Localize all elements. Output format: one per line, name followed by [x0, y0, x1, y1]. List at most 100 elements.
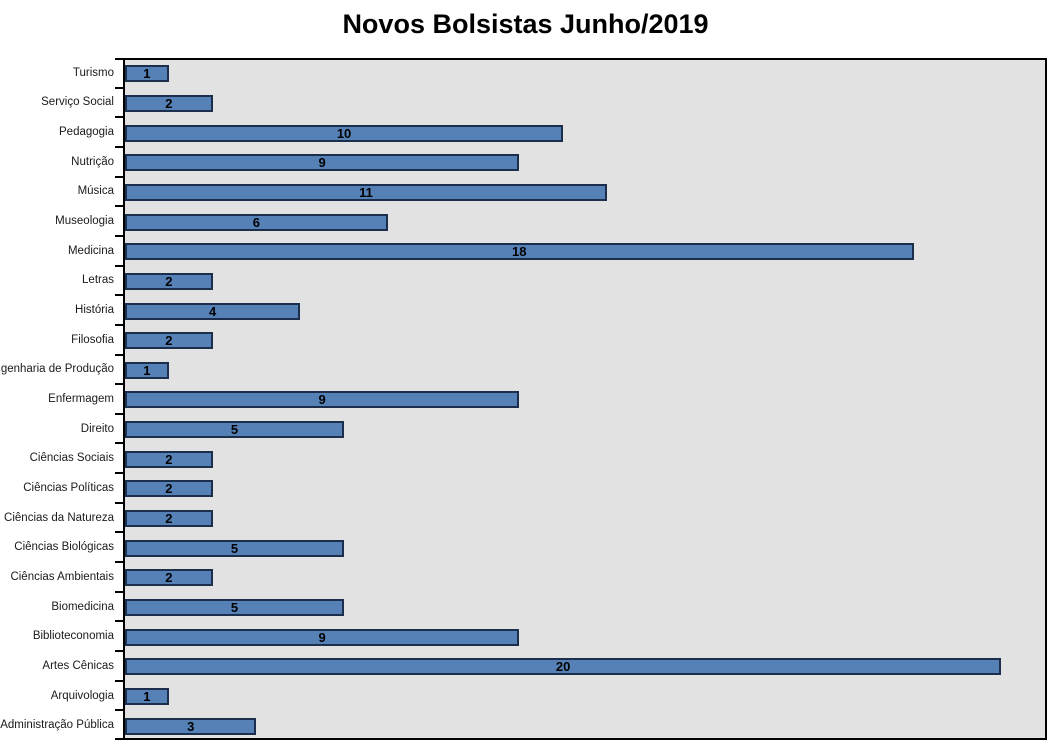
bar: 11 — [125, 183, 607, 201]
category-label: Enfermagem — [48, 392, 114, 405]
category-label: Artes Cênicas — [42, 659, 114, 672]
category-label: Direito — [80, 422, 114, 435]
axis-tick — [115, 116, 123, 119]
axis-tick — [115, 353, 123, 356]
bar-value-label: 9 — [318, 392, 326, 408]
category-label: Pedagogia — [59, 126, 114, 139]
bar: 2 — [125, 480, 213, 498]
bar-row: 2 — [125, 564, 1045, 594]
axis-tick — [115, 620, 123, 623]
bar-row: 2 — [125, 90, 1045, 120]
axis-tick — [115, 323, 123, 326]
bar-row: 10 — [125, 119, 1045, 149]
bar: 6 — [125, 213, 388, 231]
bar-row: 11 — [125, 179, 1045, 209]
bar: 9 — [125, 628, 520, 646]
bar: 20 — [125, 658, 1002, 676]
bar-row: 2 — [125, 505, 1045, 535]
bar-row: 4 — [125, 297, 1045, 327]
bar: 5 — [125, 539, 345, 557]
axis-tick — [115, 738, 123, 740]
bar-value-label: 18 — [512, 244, 527, 260]
bar-value-label: 20 — [555, 659, 571, 675]
bar: 1 — [125, 65, 169, 83]
bar-value-label: 1 — [143, 362, 151, 378]
category-label: Biblioteconomia — [32, 630, 114, 643]
chart-title: Novos Bolsistas Junho/2019 — [342, 9, 709, 39]
bar-row: 9 — [125, 149, 1045, 179]
bar: 3 — [125, 717, 257, 735]
axis-tick — [115, 383, 123, 386]
bar: 5 — [125, 599, 345, 617]
bar-row: 1 — [125, 683, 1045, 713]
bar: 1 — [125, 361, 169, 379]
bar-row: 5 — [125, 416, 1045, 446]
axis-tick — [115, 561, 123, 564]
bar: 9 — [125, 391, 520, 409]
category-label: Serviço Social — [41, 96, 114, 109]
bar: 9 — [125, 154, 520, 172]
bar-row: 5 — [125, 594, 1045, 624]
bar: 2 — [125, 332, 213, 350]
axis-tick — [115, 175, 123, 178]
bar: 2 — [125, 272, 213, 290]
bar: 5 — [125, 421, 345, 439]
bar-value-label: 2 — [165, 481, 173, 497]
bar-row: 2 — [125, 475, 1045, 505]
axis-tick — [115, 650, 123, 653]
bar-value-label: 9 — [318, 155, 326, 171]
bar-value-label: 6 — [252, 214, 261, 230]
category-label: Engenharia de Produção — [0, 363, 114, 376]
bar-value-label: 1 — [143, 689, 151, 704]
plot-area: 1 2 10 9 11 6 18 2 4 2 1 9 5 2 2 2 5 2 5 9 20 1 3 — [123, 58, 1047, 740]
bar-row: 9 — [125, 623, 1045, 653]
category-label: Biomedicina — [51, 600, 114, 613]
bar-row: 3 — [125, 712, 1045, 742]
bar-row: 1 — [125, 60, 1045, 90]
axis-tick — [115, 679, 123, 682]
category-axis-labels: Turismo Serviço Social Pedagogia Nutrição Mú… — [0, 58, 114, 740]
axis-tick — [115, 234, 123, 237]
bar-value-label: 2 — [165, 570, 173, 586]
category-label: Arquivologia — [50, 689, 114, 702]
bar: 2 — [125, 510, 213, 528]
axis-tick — [115, 205, 123, 208]
bar: 18 — [125, 243, 914, 261]
bar-row: 1 — [125, 357, 1045, 387]
bar-row: 6 — [125, 208, 1045, 238]
axis-tick — [115, 264, 123, 267]
bar: 2 — [125, 450, 213, 468]
bar-value-label: 2 — [165, 511, 173, 527]
bar: 2 — [125, 94, 213, 112]
category-axis-ticks — [115, 58, 123, 740]
category-label: Ciências da Natureza — [4, 511, 114, 524]
category-label: Filosofia — [71, 333, 114, 346]
bar-row: 9 — [125, 386, 1045, 416]
bar-value-label: 4 — [209, 303, 217, 319]
bar-value-label: 10 — [336, 125, 352, 141]
category-label: Administração Pública — [0, 719, 114, 732]
category-label: Ciências Ambientais — [10, 570, 114, 583]
bar: 4 — [125, 302, 301, 320]
bar-value-label: 2 — [165, 273, 173, 289]
bar-value-label: 3 — [187, 718, 195, 734]
category-label: Música — [77, 185, 114, 198]
bar: 10 — [125, 124, 564, 142]
category-label: Ciências Sociais — [29, 452, 114, 465]
category-label: História — [75, 304, 114, 317]
axis-tick — [115, 412, 123, 415]
category-label: Letras — [82, 274, 114, 287]
bar-value-label: 2 — [165, 333, 173, 349]
axis-tick — [115, 590, 123, 593]
axis-tick — [115, 531, 123, 534]
bar: 2 — [125, 569, 213, 587]
bar-value-label: 5 — [230, 600, 239, 616]
bar-row: 5 — [125, 534, 1045, 564]
bar-value-label: 2 — [165, 95, 173, 111]
category-label: Medicina — [67, 244, 114, 257]
bar-value-label: 5 — [230, 540, 239, 556]
category-label: Turismo — [72, 66, 114, 79]
bar-value-label: 1 — [143, 66, 151, 82]
bar-value-label: 9 — [318, 629, 326, 645]
